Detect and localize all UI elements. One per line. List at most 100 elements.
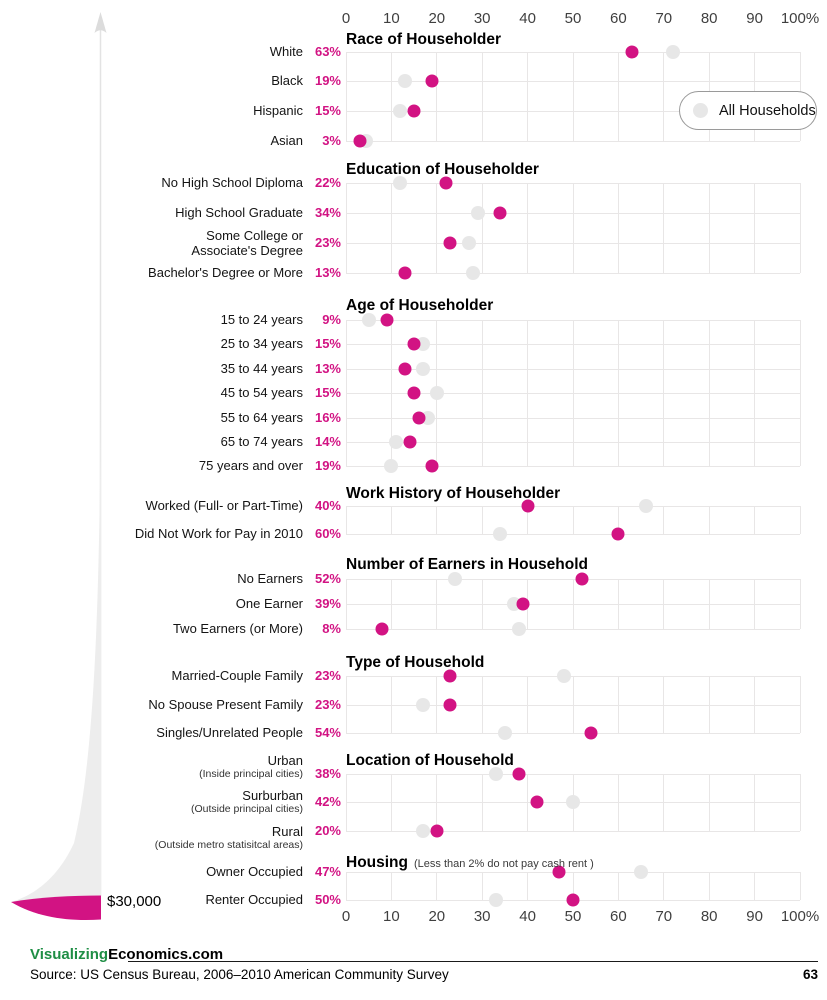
income-30000-dot bbox=[493, 206, 507, 220]
page-number: 63 bbox=[802, 967, 818, 982]
row-value: 38% bbox=[314, 766, 341, 781]
bottom-axis-tick: 100% bbox=[780, 908, 820, 925]
row-sublabel: (Inside principal cities) bbox=[199, 767, 303, 780]
gridline-vertical bbox=[345, 774, 347, 831]
gridline-horizontal bbox=[346, 533, 800, 535]
row-label: Black bbox=[271, 73, 303, 88]
gridline-vertical bbox=[527, 183, 529, 273]
top-axis-tick: 100% bbox=[780, 10, 820, 27]
income-30000-dot bbox=[380, 313, 394, 327]
income-30000-dot bbox=[575, 572, 589, 586]
gridline-vertical bbox=[708, 506, 710, 534]
row-label: Hispanic bbox=[253, 103, 303, 118]
gridline-vertical bbox=[663, 872, 665, 900]
row-label: White bbox=[269, 44, 303, 59]
legend-all-households: All Households bbox=[679, 91, 817, 130]
gridline-vertical bbox=[345, 506, 347, 534]
income-30000-dot bbox=[552, 865, 566, 879]
gridline-vertical bbox=[436, 183, 438, 273]
gridline-vertical bbox=[481, 506, 483, 534]
row-value: 63% bbox=[314, 44, 341, 59]
all-households-dot bbox=[488, 767, 503, 781]
top-axis-tick: 60 bbox=[610, 10, 627, 27]
gridline-horizontal bbox=[346, 465, 800, 467]
gridline-vertical bbox=[527, 872, 529, 900]
up-arrow-icon bbox=[94, 12, 107, 33]
gridline-horizontal bbox=[346, 343, 800, 345]
income-30000-dot bbox=[407, 386, 421, 400]
row-label: 75 years and over bbox=[198, 458, 303, 473]
all-households-dot bbox=[416, 362, 431, 376]
row-label: 25 to 34 years bbox=[220, 336, 303, 351]
gridline-vertical bbox=[663, 183, 665, 273]
top-axis-tick: 80 bbox=[700, 10, 718, 27]
income-30000-dot bbox=[516, 597, 530, 611]
gridline-horizontal bbox=[346, 578, 800, 580]
income-30000-dot bbox=[530, 795, 544, 809]
gridline-vertical bbox=[617, 52, 619, 141]
income-30000-dot bbox=[407, 337, 421, 351]
row-value: 23% bbox=[314, 235, 341, 250]
all-households-dot bbox=[393, 176, 408, 190]
all-households-dot bbox=[638, 499, 653, 513]
row-label: 35 to 44 years bbox=[220, 361, 303, 376]
all-households-dot bbox=[511, 622, 526, 636]
gridline-vertical bbox=[390, 183, 392, 273]
row-value: 13% bbox=[314, 361, 341, 376]
all-households-dot bbox=[566, 795, 580, 809]
section-title: Location of Household bbox=[346, 752, 514, 769]
row-value: 19% bbox=[314, 458, 341, 473]
brand-black-text: Economics.com bbox=[108, 946, 224, 963]
row-value: 42% bbox=[314, 794, 341, 809]
all-households-dot bbox=[398, 74, 413, 88]
all-households-dot bbox=[429, 386, 444, 400]
row-value: 20% bbox=[314, 823, 341, 838]
income-30000-dot bbox=[443, 698, 457, 712]
row-value: 8% bbox=[322, 621, 341, 636]
gridline-horizontal bbox=[346, 603, 800, 605]
income-30000-dot bbox=[443, 669, 457, 683]
income-30000-wedge bbox=[11, 895, 101, 921]
row-label: Surburban (Outside principal cities) bbox=[190, 788, 303, 815]
income-30000-dot bbox=[375, 622, 389, 636]
row-value: 34% bbox=[314, 205, 341, 220]
top-axis-tick: 0 bbox=[341, 10, 351, 27]
gridline-vertical bbox=[799, 320, 801, 466]
section-title: Housing (Less than 2% do not pay cash ren… bbox=[346, 854, 594, 871]
gridline-horizontal bbox=[346, 51, 800, 53]
row-value: 3% bbox=[322, 133, 341, 148]
row-label: 55 to 64 years bbox=[220, 410, 303, 425]
gridline-vertical bbox=[572, 506, 574, 534]
gridline-vertical bbox=[390, 872, 392, 900]
brand-logo: VisualizingEconomics.com bbox=[30, 946, 223, 963]
row-label: No Spouse Present Family bbox=[148, 697, 303, 712]
row-label: Owner Occupied bbox=[206, 864, 303, 879]
income-30000-dot bbox=[566, 893, 580, 907]
income-30000-dot bbox=[521, 499, 535, 513]
gridline-vertical bbox=[799, 506, 801, 534]
row-value: 14% bbox=[314, 434, 341, 449]
gridline-horizontal bbox=[346, 368, 800, 370]
row-label: 15 to 24 years bbox=[220, 312, 303, 327]
gridline-vertical bbox=[436, 774, 438, 831]
row-label: Worked (Full- or Part-Time) bbox=[145, 498, 303, 513]
row-value: 19% bbox=[314, 73, 341, 88]
gridline-vertical bbox=[617, 183, 619, 273]
bottom-axis-tick: 10 bbox=[383, 908, 400, 925]
all-households-dot bbox=[466, 266, 481, 280]
gridline-horizontal bbox=[346, 704, 800, 706]
income-30000-dot bbox=[403, 435, 417, 449]
income-30000-dot bbox=[398, 266, 412, 280]
all-households-dot bbox=[493, 527, 508, 541]
top-axis-tick: 70 bbox=[655, 10, 673, 27]
gridline-horizontal bbox=[346, 110, 800, 112]
gridline-horizontal bbox=[346, 732, 800, 734]
gridline-horizontal bbox=[346, 182, 800, 184]
gridline-vertical bbox=[754, 183, 756, 273]
all-households-dot bbox=[361, 313, 376, 327]
all-households-dot bbox=[416, 824, 431, 838]
bottom-axis-tick: 40 bbox=[519, 908, 536, 925]
income-30000-dot bbox=[398, 362, 412, 376]
